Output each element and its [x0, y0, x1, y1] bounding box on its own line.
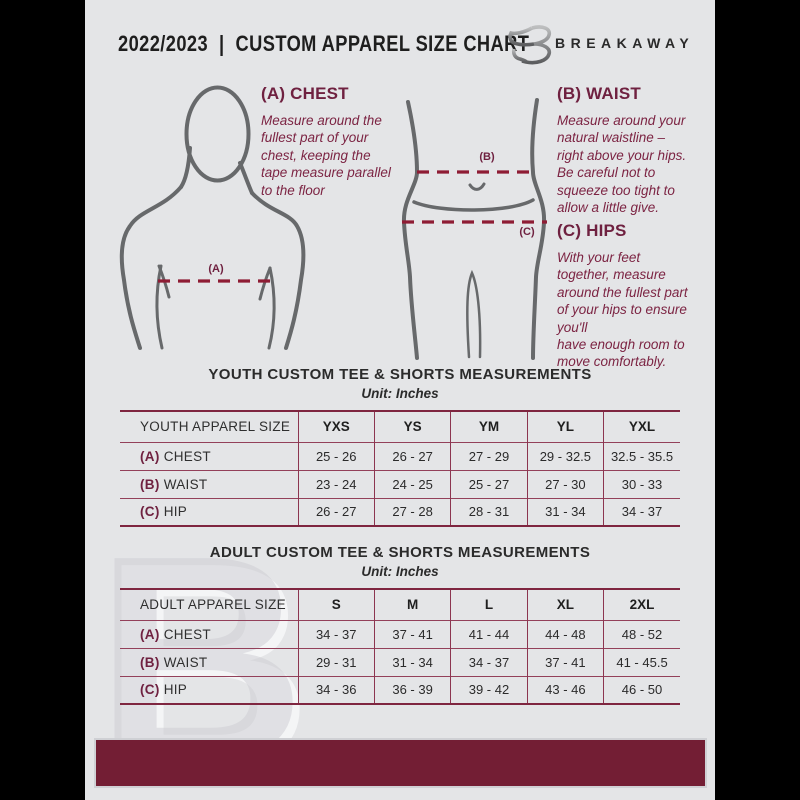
- youth-table-unit: Unit: Inches: [361, 386, 439, 401]
- column-header: L: [450, 589, 528, 620]
- cell: 39 - 42: [450, 675, 528, 704]
- column-header: YS: [373, 411, 451, 442]
- cell: 31 - 34: [373, 647, 451, 676]
- row-label: (A) CHEST: [120, 619, 298, 648]
- page-title: 2022/2023 | CUSTOM APPAREL SIZE CHART: [118, 31, 530, 56]
- cell: 27 - 30: [526, 469, 604, 498]
- cell: 37 - 41: [526, 647, 604, 676]
- hips-instruction-heading: (C) HIPS: [557, 221, 627, 240]
- cell: 30 - 33: [603, 469, 680, 498]
- chest-instruction: (A) CHEST Measure around the fullest par…: [261, 84, 446, 199]
- body-measurement-diagram: (A) (B) (C): [85, 80, 715, 368]
- cell: 27 - 29: [450, 441, 528, 470]
- waist-instruction-heading: (B) WAIST: [557, 84, 641, 103]
- cell: 24 - 25: [373, 469, 451, 498]
- column-header: YL: [526, 411, 604, 442]
- column-header: YXS: [297, 411, 375, 442]
- youth-table-title: YOUTH CUSTOM TEE & SHORTS MEASUREMENTS: [208, 366, 592, 383]
- cell: 29 - 32.5: [526, 441, 604, 470]
- cell: 37 - 41: [373, 619, 451, 648]
- cell: 43 - 46: [526, 675, 604, 704]
- table-row: (C) HIP 26 - 27 27 - 28 28 - 31 31 - 34 …: [120, 497, 680, 526]
- cell: 41 - 44: [450, 619, 528, 648]
- hips-instruction: (C) HIPS With your feet together, measur…: [557, 221, 715, 371]
- table-header-row: ADULT APPAREL SIZE S M L XL 2XL: [120, 589, 680, 620]
- waist-line-label: (B): [479, 151, 495, 163]
- footer-bar: [94, 738, 707, 788]
- cell: 34 - 37: [450, 647, 528, 676]
- column-header: 2XL: [603, 589, 680, 620]
- column-header: YXL: [603, 411, 680, 442]
- column-header: YM: [450, 411, 528, 442]
- cell: 26 - 27: [297, 497, 375, 526]
- chest-line-label: (A): [208, 263, 224, 275]
- table-row: (A) CHEST 25 - 26 26 - 27 27 - 29 29 - 3…: [120, 441, 680, 470]
- adult-size-section: ADULT CUSTOM TEE & SHORTS MEASUREMENTS U…: [120, 544, 680, 705]
- chest-instruction-body: Measure around the fullest part of your …: [261, 113, 391, 198]
- adult-table-unit: Unit: Inches: [361, 564, 439, 579]
- table-row: (B) WAIST 23 - 24 24 - 25 25 - 27 27 - 3…: [120, 469, 680, 498]
- hips-instruction-body: With your feet together, measure around …: [557, 250, 688, 370]
- cell: 34 - 37: [603, 497, 680, 526]
- waist-instruction-body: Measure around your natural waistline – …: [557, 113, 687, 216]
- table-row: (B) WAIST 29 - 31 31 - 34 34 - 37 37 - 4…: [120, 647, 680, 676]
- row-label: (C) HIP: [120, 675, 298, 704]
- cell: 29 - 31: [297, 647, 375, 676]
- column-header: YOUTH APPAREL SIZE: [140, 419, 291, 435]
- cell: 44 - 48: [526, 619, 604, 648]
- cell: 32.5 - 35.5: [603, 441, 680, 470]
- row-label: (A) CHEST: [120, 441, 298, 470]
- cell: 46 - 50: [603, 675, 680, 704]
- breakaway-logo-icon: [508, 23, 554, 65]
- cell: 27 - 28: [373, 497, 451, 526]
- cell: 28 - 31: [450, 497, 528, 526]
- column-header: S: [297, 589, 375, 620]
- table-row: (C) HIP 34 - 36 36 - 39 39 - 42 43 - 46 …: [120, 675, 680, 704]
- cell: 26 - 27: [373, 441, 451, 470]
- row-label: (B) WAIST: [120, 647, 298, 676]
- column-header: ADULT APPAREL SIZE: [140, 597, 286, 613]
- cell: 25 - 26: [297, 441, 375, 470]
- youth-size-section: YOUTH CUSTOM TEE & SHORTS MEASUREMENTS U…: [120, 366, 680, 527]
- adult-table-title: ADULT CUSTOM TEE & SHORTS MEASUREMENTS: [209, 544, 591, 561]
- cell: 31 - 34: [526, 497, 604, 526]
- row-label: (C) HIP: [120, 497, 298, 526]
- adult-size-table: ADULT APPAREL SIZE S M L XL 2XL (A) CHES…: [120, 588, 680, 705]
- cell: 48 - 52: [603, 619, 680, 648]
- cell: 36 - 39: [373, 675, 451, 704]
- brand-name: BREAKAWAY: [555, 35, 695, 51]
- column-header: XL: [526, 589, 604, 620]
- cell: 23 - 24: [297, 469, 375, 498]
- hips-line-label: (C): [519, 226, 535, 238]
- cell: 34 - 36: [297, 675, 375, 704]
- cell: 41 - 45.5: [603, 647, 680, 676]
- table-header-row: YOUTH APPAREL SIZE YXS YS YM YL YXL: [120, 411, 680, 442]
- youth-size-table: YOUTH APPAREL SIZE YXS YS YM YL YXL (A) …: [120, 410, 680, 527]
- flyer-page: B 2022/2023 | CUSTOM APPAREL SIZE CHART: [85, 0, 715, 800]
- cell: 25 - 27: [450, 469, 528, 498]
- row-label: (B) WAIST: [120, 469, 298, 498]
- torso-figures-illustration: [119, 85, 547, 360]
- chest-instruction-heading: (A) CHEST: [261, 84, 349, 103]
- table-row: (A) CHEST 34 - 37 37 - 41 41 - 44 44 - 4…: [120, 619, 680, 648]
- waist-instruction: (B) WAIST Measure around your natural wa…: [557, 84, 712, 216]
- cell: 34 - 37: [297, 619, 375, 648]
- column-header: M: [373, 589, 451, 620]
